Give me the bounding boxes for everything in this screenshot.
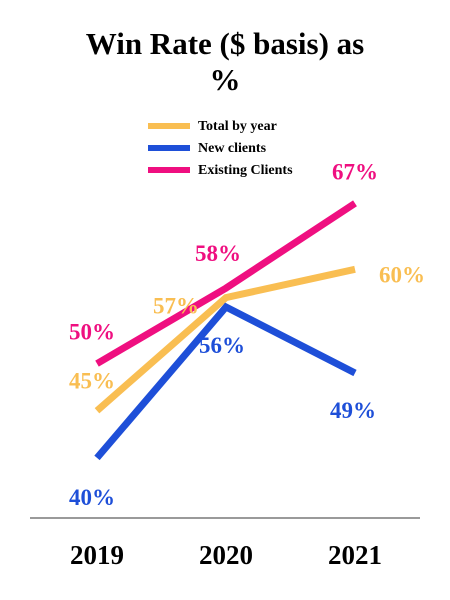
data-label-existing-clients-2020: 58% (195, 241, 241, 266)
legend-swatch-existing-clients (148, 167, 190, 173)
series-line-existing-clients (95, 200, 357, 367)
chart-title: Win Rate ($ basis) as % (0, 26, 450, 98)
legend-swatch-total (148, 123, 190, 129)
data-label-existing-clients-2019: 50% (69, 320, 115, 345)
data-label-total-by-year-2020: 57% (153, 294, 199, 319)
legend-label-existing-clients: Existing Clients (198, 163, 293, 178)
legend-label-total: Total by year (198, 119, 277, 134)
chart-title-line-1: Win Rate ($ basis) as (85, 26, 365, 61)
x-tick-label-2020: 2020 (199, 540, 253, 570)
legend-swatch-new-clients (148, 145, 190, 151)
data-label-new-clients-2019: 40% (69, 485, 115, 510)
legend-label-new-clients: New clients (198, 141, 267, 156)
x-tick-label-2019: 2019 (70, 540, 124, 570)
data-label-total-by-year-2019: 45% (69, 369, 115, 394)
data-label-total-by-year-2021: 60% (379, 262, 425, 287)
x-tick-label-2021: 2021 (328, 540, 382, 570)
data-label-existing-clients-2021: 67% (332, 159, 378, 184)
chart-title-line-2: % (209, 62, 241, 97)
data-label-new-clients-2021: 49% (330, 398, 376, 423)
series-line-total-by-year (94, 265, 356, 414)
series-line-new-clients (94, 302, 357, 461)
data-label-new-clients-2020: 56% (199, 333, 245, 358)
